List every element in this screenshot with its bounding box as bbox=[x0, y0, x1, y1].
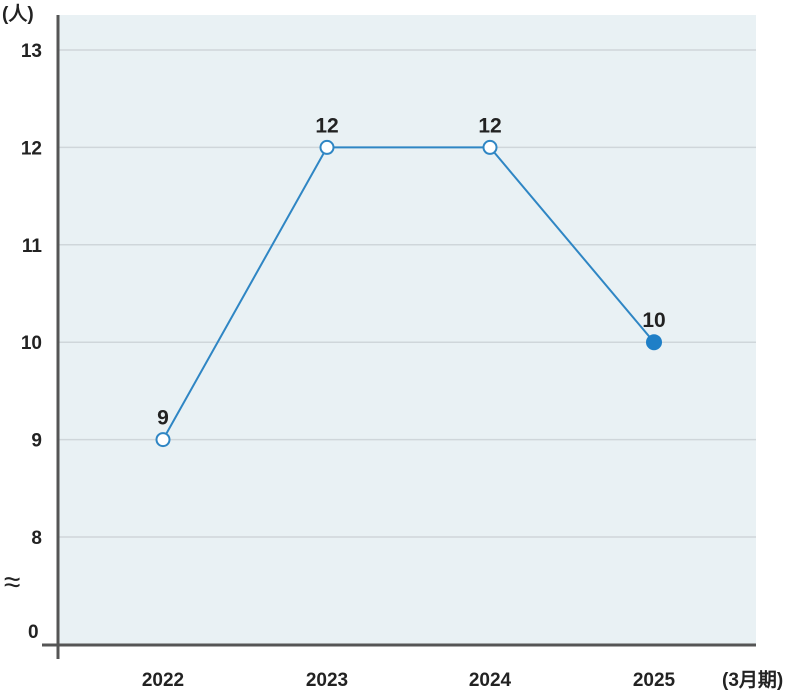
plot-area bbox=[58, 15, 756, 645]
y-tick-8: 8 bbox=[31, 528, 42, 549]
axes bbox=[42, 15, 756, 659]
series-polyline bbox=[162, 146, 655, 441]
x-tick-labels: 2022 2023 2024 2025 bbox=[142, 670, 676, 691]
y-tick-9: 9 bbox=[31, 431, 42, 452]
data-point-2023 bbox=[319, 139, 335, 155]
data-label-2023: 12 bbox=[315, 114, 338, 137]
data-point-2024 bbox=[482, 139, 498, 155]
x-tick-2022: 2022 bbox=[142, 670, 184, 691]
x-tick-2023: 2023 bbox=[306, 670, 348, 691]
data-point-2025 bbox=[646, 334, 662, 351]
x-tick-2025: 2025 bbox=[633, 670, 676, 691]
y-unit-label: (人) bbox=[2, 3, 34, 25]
data-label-2022: 9 bbox=[157, 407, 169, 430]
y-tick-13: 13 bbox=[21, 41, 42, 62]
y-base-label: 0 bbox=[28, 622, 39, 643]
data-label-2025: 10 bbox=[642, 309, 665, 332]
y-tick-12: 12 bbox=[21, 138, 42, 159]
x-unit-label: (3月期) bbox=[722, 669, 783, 691]
data-point-2022 bbox=[155, 432, 171, 448]
series-line bbox=[162, 146, 655, 441]
series-points bbox=[155, 139, 662, 448]
axis-break-symbol: ≈ bbox=[4, 566, 20, 599]
data-label-2024: 12 bbox=[478, 114, 501, 137]
data-labels: 9 12 12 10 bbox=[157, 114, 666, 429]
y-tick-11: 11 bbox=[22, 236, 43, 257]
y-tick-10: 10 bbox=[21, 333, 42, 354]
x-tick-2024: 2024 bbox=[469, 670, 512, 691]
y-tick-labels: 13 12 11 10 9 8 bbox=[21, 41, 43, 549]
